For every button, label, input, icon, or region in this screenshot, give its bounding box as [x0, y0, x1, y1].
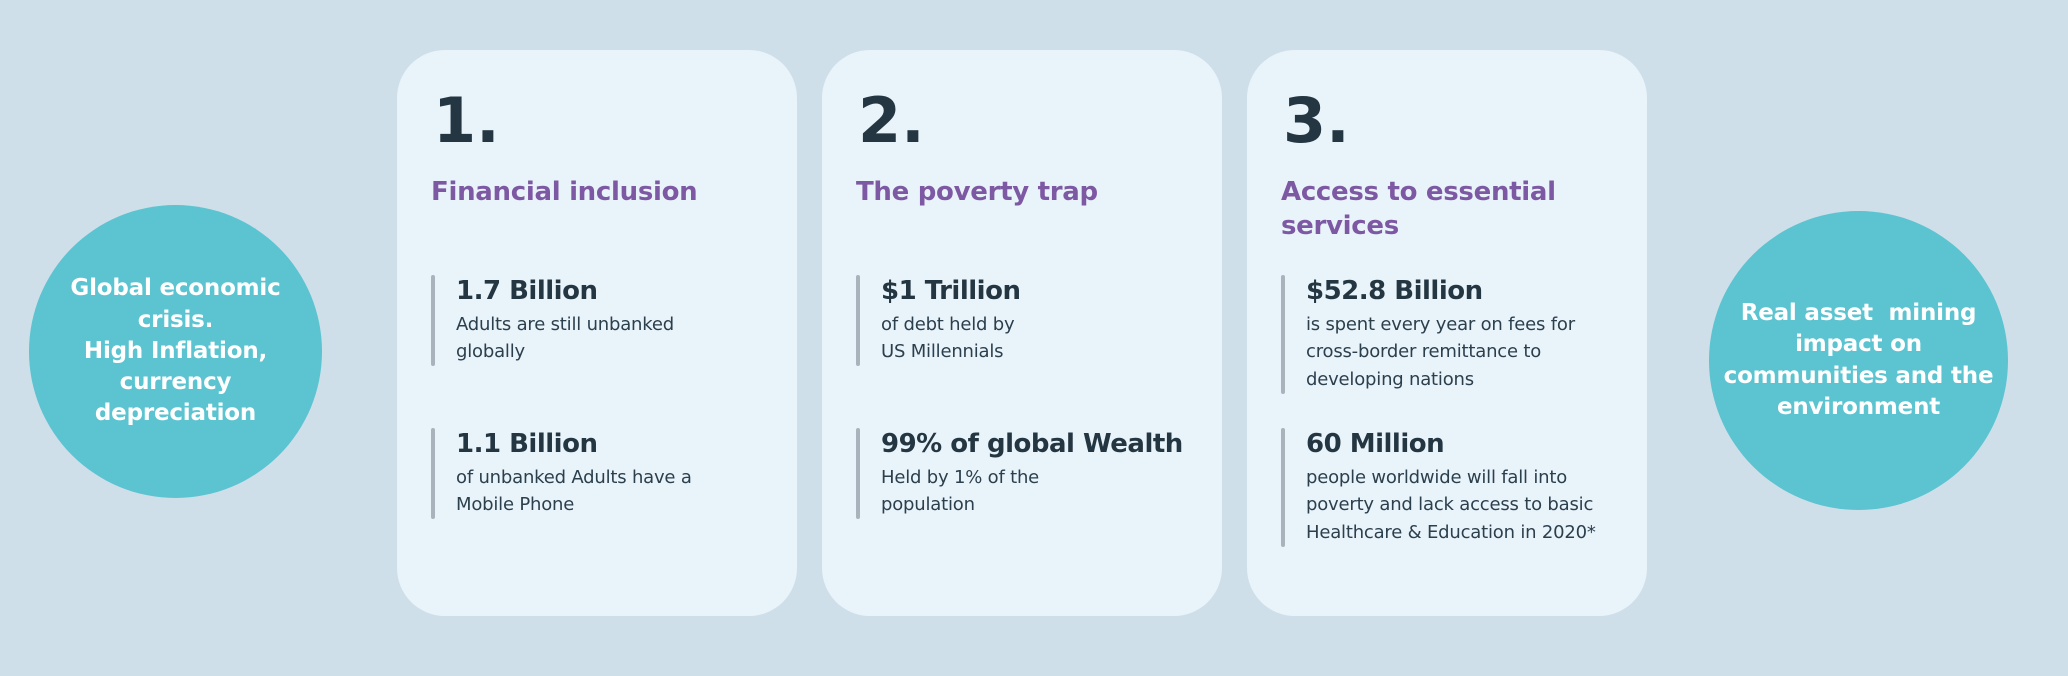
card-essential-services: 3. Access to essential services $52.8 Bi… — [1247, 50, 1647, 616]
stat-value: 99% of global Wealth — [881, 429, 1183, 459]
stat-accent-bar — [1281, 428, 1285, 548]
stat-wealth-concentration: 99% of global Wealth Held by 1% of the p… — [856, 428, 1192, 520]
stat-body: 99% of global Wealth Held by 1% of the p… — [860, 428, 1183, 519]
stat-slot: $1 Trillion of debt held by US Millennia… — [856, 275, 1192, 428]
card-poverty-trap: 2. The poverty trap $1 Trillion of debt … — [822, 50, 1222, 616]
stat-body: 60 Million people worldwide will fall in… — [1285, 428, 1596, 547]
stat-accent-bar — [856, 275, 860, 367]
stat-value: 1.7 Billion — [456, 276, 598, 306]
stat-millennial-debt: $1 Trillion of debt held by US Millennia… — [856, 275, 1192, 367]
mining-impact-circle: Real asset mining impact on communities … — [1709, 211, 2008, 510]
card-header: 2. The poverty trap — [856, 90, 1192, 275]
stat-body: $1 Trillion of debt held by US Millennia… — [860, 275, 1021, 366]
card-title: The poverty trap — [856, 177, 1098, 207]
stat-poverty-projection: 60 Million people worldwide will fall in… — [1281, 428, 1617, 548]
stat-body: $52.8 Billion is spent every year on fee… — [1285, 275, 1575, 394]
card-number: 2. — [858, 84, 925, 157]
stat-value: $1 Trillion — [881, 276, 1021, 306]
stat-description: Adults are still unbanked globally — [456, 313, 674, 363]
stat-mobile-phone: 1.1 Billion of unbanked Adults have a Mo… — [431, 428, 767, 520]
global-crisis-text: Global economic crisis. High Inflation, … — [70, 275, 281, 427]
card-title: Access to essential services — [1281, 177, 1556, 241]
stat-accent-bar — [856, 428, 860, 520]
stat-value: 1.1 Billion — [456, 429, 598, 459]
stat-body: 1.7 Billion Adults are still unbanked gl… — [435, 275, 674, 366]
stat-accent-bar — [1281, 275, 1285, 395]
card-title: Financial inclusion — [431, 177, 698, 207]
card-number: 1. — [433, 84, 500, 157]
stat-slot: $52.8 Billion is spent every year on fee… — [1281, 275, 1617, 428]
card-financial-inclusion: 1. Financial inclusion 1.7 Billion Adult… — [397, 50, 797, 616]
stat-accent-bar — [431, 275, 435, 367]
stat-description: of debt held by US Millennials — [881, 313, 1015, 363]
mining-impact-text: Real asset mining impact on communities … — [1723, 299, 1994, 420]
stat-slot: 1.7 Billion Adults are still unbanked gl… — [431, 275, 767, 428]
stat-description: Held by 1% of the population — [881, 466, 1040, 516]
problem-cards-row: 1. Financial inclusion 1.7 Billion Adult… — [397, 50, 1647, 616]
stat-description: of unbanked Adults have a Mobile Phone — [456, 466, 692, 516]
stat-unbanked-adults: 1.7 Billion Adults are still unbanked gl… — [431, 275, 767, 367]
stat-value: 60 Million — [1306, 429, 1445, 459]
stat-remittance-fees: $52.8 Billion is spent every year on fee… — [1281, 275, 1617, 395]
stat-description: is spent every year on fees for cross-bo… — [1306, 313, 1575, 391]
card-header: 1. Financial inclusion — [431, 90, 767, 275]
global-crisis-circle: Global economic crisis. High Inflation, … — [29, 205, 322, 498]
card-number: 3. — [1283, 84, 1350, 157]
stat-description: people worldwide will fall into poverty … — [1306, 466, 1596, 544]
stat-body: 1.1 Billion of unbanked Adults have a Mo… — [435, 428, 692, 519]
card-header: 3. Access to essential services — [1281, 90, 1617, 275]
stat-accent-bar — [431, 428, 435, 520]
stat-value: $52.8 Billion — [1306, 276, 1483, 306]
